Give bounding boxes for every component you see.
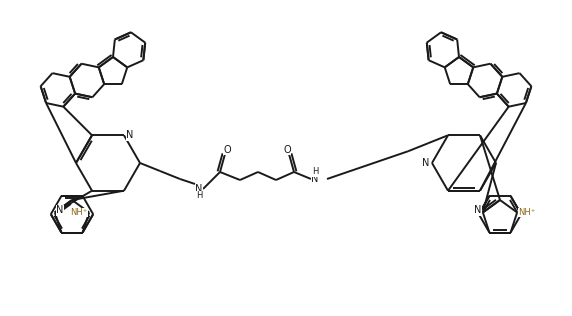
Text: NH⁺: NH⁺ [518, 208, 536, 217]
Text: N: N [311, 174, 319, 184]
Text: H: H [312, 167, 318, 177]
Text: N: N [422, 158, 430, 168]
Text: N: N [126, 130, 134, 140]
Text: N: N [56, 205, 63, 216]
Text: H: H [196, 191, 202, 200]
Text: NH⁺: NH⁺ [70, 208, 88, 217]
Text: O: O [223, 145, 231, 155]
Text: O: O [283, 145, 291, 155]
Text: N: N [195, 184, 202, 194]
Text: N: N [474, 205, 482, 216]
Text: H: H [196, 191, 202, 200]
Text: N: N [195, 184, 202, 194]
